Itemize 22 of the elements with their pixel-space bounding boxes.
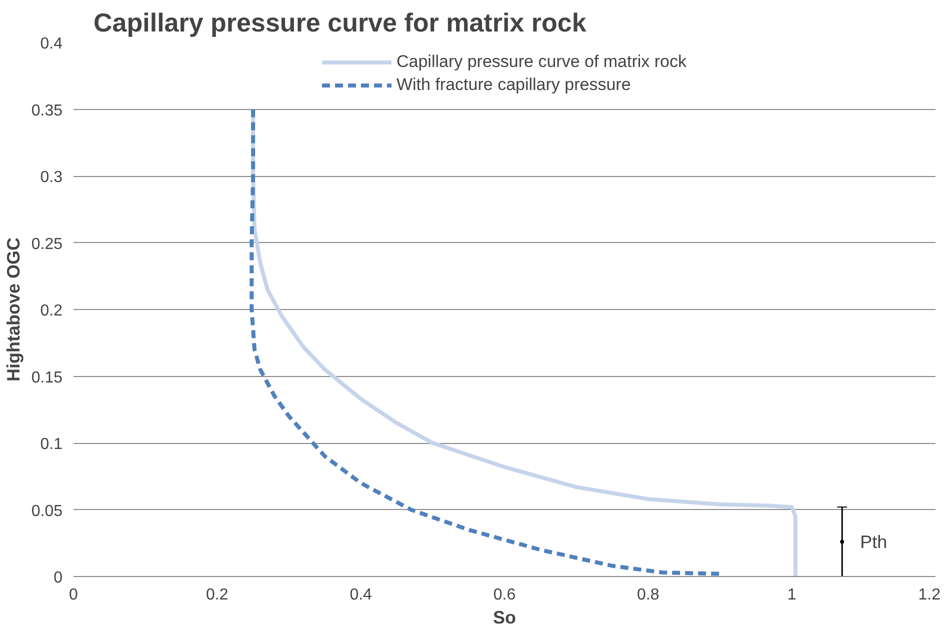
y-axis-title: Hightabove OGC	[3, 237, 24, 382]
x-tick-label: 0.2	[206, 586, 228, 604]
legend-label: With fracture capillary pressure	[396, 75, 631, 95]
x-axis-title: So	[493, 608, 516, 628]
y-tick-label: 0.2	[40, 302, 63, 320]
x-tick-label: 0.6	[493, 586, 516, 604]
y-tick-label: 0.3	[40, 169, 63, 186]
x-tick-label: 0.8	[637, 586, 660, 604]
x-tick-label: 1.2	[918, 586, 941, 604]
y-tick-label: 0.1	[40, 436, 63, 453]
x-tick-label: 0.4	[350, 586, 372, 604]
y-tick-label: 0.25	[31, 236, 63, 253]
y-tick-label: 0	[54, 570, 63, 586]
y-tick-label: 0.15	[31, 369, 63, 386]
annotation: Pth	[860, 532, 888, 552]
y-tick-label: 0.05	[31, 502, 63, 520]
x-tick-label: 1	[787, 586, 796, 604]
legend-label: Capillary pressure curve of matrix rock	[396, 52, 687, 72]
x-tick-label: 0	[69, 586, 78, 604]
y-tick-label: 0.35	[31, 102, 63, 120]
chart-title: Capillary pressure curve for matrix rock	[94, 8, 587, 38]
y-tick-label: 0.4	[40, 36, 63, 52]
